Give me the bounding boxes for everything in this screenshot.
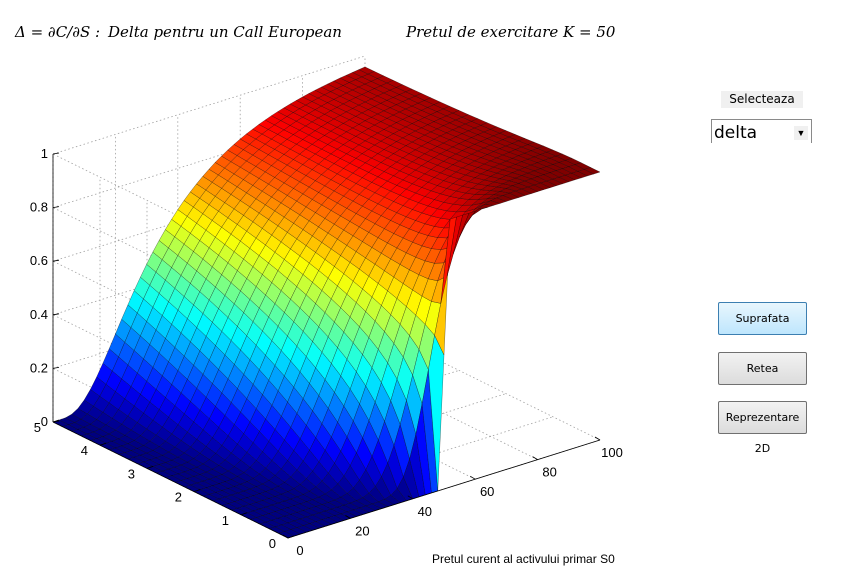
y-tick (146, 466, 154, 469)
x-tick (407, 495, 414, 500)
surface (52, 66, 601, 539)
x-tick-label: 60 (480, 484, 494, 499)
mesh-button[interactable]: Retea (718, 352, 807, 385)
quantity-dropdown[interactable]: delta ▼ (711, 119, 812, 143)
x-tick (282, 534, 289, 539)
surface-patch (583, 167, 601, 175)
z-tick-label: 1 (41, 146, 48, 161)
z-tick (52, 313, 60, 316)
plot-title-strike: Pretul de exercitare K = 50 (405, 23, 616, 41)
y-axis-line (52, 421, 289, 539)
x-tick-label: 20 (355, 523, 369, 538)
y-tick-label: 2 (175, 490, 182, 505)
grid-line (52, 55, 366, 155)
select-label: Selecteaza (721, 91, 803, 108)
x-axis-line (287, 439, 601, 539)
z-tick (52, 152, 60, 155)
z-tick-label: 0.2 (30, 360, 48, 375)
delta-surface-plot: Δ = ∂C/∂S : Delta pentru un Call Europea… (14, 23, 623, 566)
grid-line (193, 393, 507, 492)
surface-button[interactable]: Suprafata (718, 302, 807, 335)
plot-title-math: Δ = ∂C/∂S : (14, 23, 100, 41)
dropdown-value: delta (714, 123, 758, 143)
x-tick (345, 515, 351, 519)
z-tick-label: 0 (41, 414, 48, 429)
z-tick (52, 206, 60, 208)
x-tick-label: 100 (601, 445, 623, 460)
y-tick-label: 4 (81, 443, 88, 458)
z-tick-label: 0.4 (30, 307, 48, 322)
x-tick (469, 475, 476, 480)
z-tick-label: 0.8 (30, 200, 48, 215)
y-tick-label: 3 (128, 466, 135, 481)
y-tick-label: 0 (269, 536, 276, 551)
plot-title-text: Delta pentru un Call European (107, 23, 342, 41)
x-tick (532, 456, 538, 460)
y-tick (99, 442, 107, 446)
y-tick (240, 512, 248, 516)
x-tick-label: 40 (418, 504, 432, 519)
grid-line (240, 416, 554, 516)
x-tick-label: 80 (542, 465, 556, 480)
chevron-down-icon[interactable]: ▼ (794, 126, 808, 140)
y-tick (193, 489, 201, 492)
plot-2d-button[interactable]: Reprezentare 2D (718, 401, 807, 455)
x-tick-label: 0 (296, 543, 303, 558)
z-tick (52, 367, 60, 369)
y-tick-label: 5 (34, 420, 41, 435)
y-tick (52, 419, 60, 423)
z-tick-label: 0.6 (30, 253, 48, 268)
x-tick (594, 436, 601, 441)
y-tick-label: 1 (222, 513, 229, 528)
x-axis-label: Pretul curent al activului primar S0 (432, 552, 615, 566)
z-tick (52, 259, 60, 262)
y-tick (287, 535, 295, 539)
